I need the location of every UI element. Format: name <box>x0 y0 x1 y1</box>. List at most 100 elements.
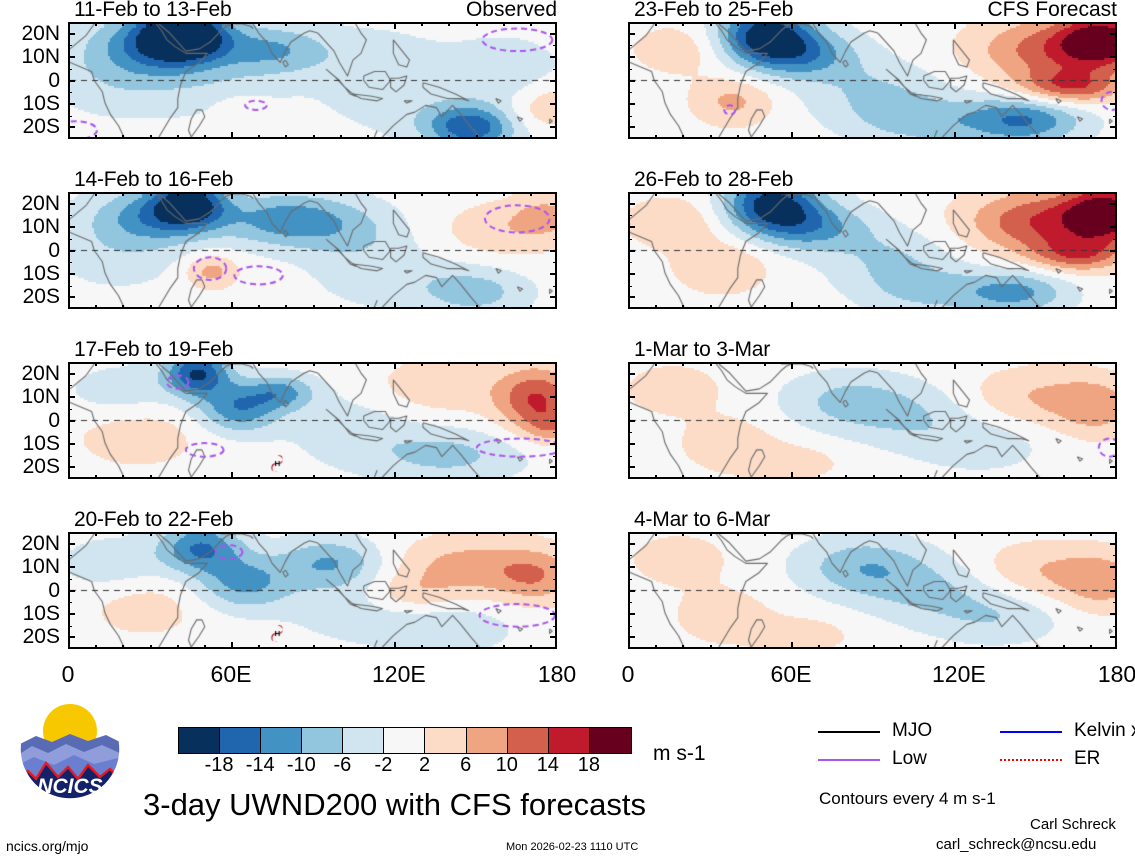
x-axis-minor-tick <box>312 135 315 139</box>
x-axis-tick <box>791 192 793 199</box>
y-axis-minor-tick <box>1113 285 1117 287</box>
x-axis-minor-tick <box>763 475 766 479</box>
x-axis-minor-tick <box>421 475 424 479</box>
y-axis-tick <box>1110 272 1117 275</box>
panel-title: 20-Feb to 22-Feb <box>74 508 234 531</box>
x-axis-minor-tick <box>285 135 288 139</box>
x-axis-minor-tick <box>285 645 288 649</box>
x-axis-minor-tick <box>682 645 685 649</box>
y-axis-minor-tick <box>553 555 557 557</box>
x-axis-tick <box>791 472 793 479</box>
y-axis-tick <box>628 79 635 82</box>
y-axis-tick <box>550 396 557 399</box>
x-axis-minor-tick <box>899 645 902 649</box>
x-axis-minor-tick <box>448 135 451 139</box>
y-axis-minor-tick <box>628 238 632 240</box>
y-axis-label: 20S <box>22 455 60 479</box>
x-axis-minor-tick <box>655 645 658 649</box>
x-axis-minor-tick <box>981 532 984 536</box>
y-axis-tick <box>68 542 75 545</box>
x-axis-minor-tick <box>818 475 821 479</box>
x-axis-tick <box>954 22 956 29</box>
y-axis-minor-tick <box>1113 408 1117 410</box>
y-axis-label: 20S <box>22 115 60 139</box>
y-axis-minor-tick <box>68 432 72 434</box>
x-axis-minor-tick <box>176 532 179 536</box>
x-axis-minor-tick <box>203 475 206 479</box>
y-axis-label: 10N <box>21 385 60 409</box>
x-axis-minor-tick <box>1008 532 1011 536</box>
x-axis-minor-tick <box>763 305 766 309</box>
x-axis-minor-tick <box>176 22 179 26</box>
y-axis-tick <box>1110 542 1117 545</box>
x-axis-tick <box>231 362 233 369</box>
x-axis-minor-tick <box>339 362 342 366</box>
colorbar-swatch <box>548 728 590 753</box>
x-axis-minor-tick <box>682 135 685 139</box>
x-axis-tick <box>1115 642 1117 649</box>
panel-field-canvas <box>630 194 1115 307</box>
legend-line-swatch <box>1000 759 1062 761</box>
x-axis-minor-tick <box>1035 192 1038 196</box>
ncics-logo[interactable]: NCICS <box>18 697 122 801</box>
y-axis-minor-tick <box>553 92 557 94</box>
y-axis-minor-tick <box>68 385 72 387</box>
x-axis-minor-tick <box>872 305 875 309</box>
x-axis-minor-tick <box>529 362 532 366</box>
x-axis-minor-tick <box>981 192 984 196</box>
y-axis-minor-tick <box>553 408 557 410</box>
legend-line-swatch <box>818 731 880 733</box>
x-axis-minor-tick <box>763 135 766 139</box>
x-axis-minor-tick <box>448 362 451 366</box>
colorbar-tick-label: 6 <box>460 754 472 776</box>
x-axis-tick <box>68 532 70 539</box>
x-axis-tick <box>1115 22 1117 29</box>
colorbar-tick-label: -2 <box>374 754 393 776</box>
y-axis-minor-tick <box>628 215 632 217</box>
x-axis-minor-tick <box>1008 22 1011 26</box>
y-axis-minor-tick <box>68 215 72 217</box>
x-axis-minor-tick <box>1062 475 1065 479</box>
y-axis-tick <box>628 442 635 445</box>
page-title: 3-day UWND200 with CFS forecasts <box>143 787 647 822</box>
x-axis-minor-tick <box>682 362 685 366</box>
x-axis-minor-tick <box>1008 305 1011 309</box>
x-axis-minor-tick <box>899 475 902 479</box>
site-url[interactable]: ncics.org/mjo <box>6 838 89 854</box>
x-axis-tick <box>628 302 630 309</box>
x-axis-minor-tick <box>366 532 369 536</box>
x-axis-tick <box>555 302 557 309</box>
y-axis-tick <box>628 272 635 275</box>
x-axis-tick <box>231 302 233 309</box>
x-axis-minor-tick <box>475 305 478 309</box>
x-axis-minor-tick <box>682 305 685 309</box>
panel-column-tag: Observed <box>465 0 557 21</box>
y-axis-tick <box>628 56 635 59</box>
colorbar-swatch <box>261 728 303 753</box>
x-axis-tick <box>555 472 557 479</box>
y-axis-label: 20N <box>21 21 60 45</box>
x-axis-tick <box>628 472 630 479</box>
legend-label: Low <box>892 748 927 769</box>
x-axis-minor-tick <box>736 22 739 26</box>
y-axis-minor-tick <box>68 285 72 287</box>
x-axis-tick <box>791 362 793 369</box>
x-axis-tick <box>628 192 630 199</box>
y-axis-minor-tick <box>68 115 72 117</box>
x-axis-tick <box>68 472 70 479</box>
x-axis-tick <box>394 642 396 649</box>
x-axis-tick <box>628 22 630 29</box>
x-axis-minor-tick <box>421 135 424 139</box>
x-axis-minor-tick <box>1089 532 1092 536</box>
x-axis-minor-tick <box>95 305 98 309</box>
x-axis-minor-tick <box>529 532 532 536</box>
x-axis-tick <box>68 192 70 199</box>
y-axis-minor-tick <box>628 385 632 387</box>
x-axis-minor-tick <box>448 475 451 479</box>
y-axis-tick <box>550 636 557 639</box>
y-axis-tick <box>68 79 75 82</box>
x-axis-minor-tick <box>285 475 288 479</box>
x-axis-tick <box>1115 472 1117 479</box>
legend-item: Kelvin x2 <box>1000 720 1135 742</box>
x-axis-minor-tick <box>502 192 505 196</box>
